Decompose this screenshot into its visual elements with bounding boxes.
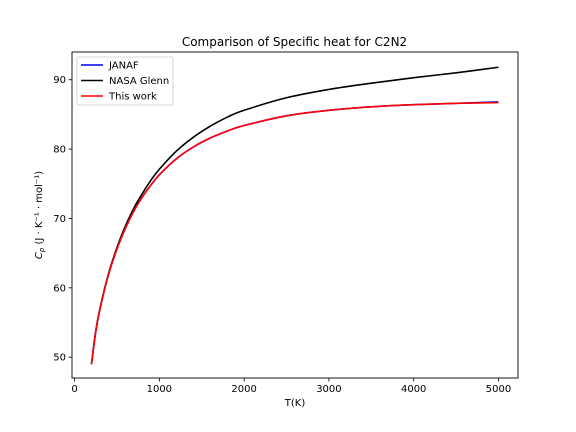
- y-tick-label: 80: [53, 145, 66, 156]
- x-tick-label: 5000: [486, 384, 511, 395]
- plot-area: [71, 51, 519, 379]
- y-axis-label: Cp (J · K⁻¹ · mol⁻¹): [34, 171, 46, 259]
- legend-box: [76, 56, 174, 106]
- y-axis: 50 60 70 80 90: [53, 75, 72, 364]
- x-tick-label: 1000: [147, 384, 172, 395]
- chart-title: Comparison of Specific heat for C2N2: [182, 35, 407, 49]
- x-tick-label: 0: [71, 384, 77, 395]
- x-tick-label: 2000: [231, 384, 256, 395]
- series-line-this-work: [90, 101, 499, 365]
- legend: JANAF NASA Glenn This work: [76, 56, 174, 106]
- x-axis-label: T(K): [284, 398, 306, 409]
- legend-items: JANAF NASA Glenn This work: [81, 61, 169, 103]
- legend-label-nasa-glenn: NASA Glenn: [109, 76, 169, 87]
- y-axis-label-symbol: C: [34, 252, 45, 259]
- legend-label-this-work: This work: [108, 92, 157, 103]
- legend-label-janaf: JANAF: [108, 61, 139, 72]
- x-tick-label: 3000: [316, 384, 341, 395]
- x-tick-label: 4000: [401, 384, 426, 395]
- y-axis-label-units: (J · K⁻¹ · mol⁻¹): [34, 171, 45, 248]
- y-axis-label-subscript: p: [38, 247, 46, 253]
- y-tick-label: 70: [53, 214, 66, 225]
- y-tick-label: 50: [53, 353, 66, 364]
- series-layer: [90, 66, 499, 365]
- plot-frame: [71, 51, 519, 379]
- y-tick-label: 60: [53, 283, 66, 294]
- y-tick-label: 90: [53, 75, 66, 86]
- x-axis: 0 1000 2000 3000 4000 5000: [71, 378, 511, 395]
